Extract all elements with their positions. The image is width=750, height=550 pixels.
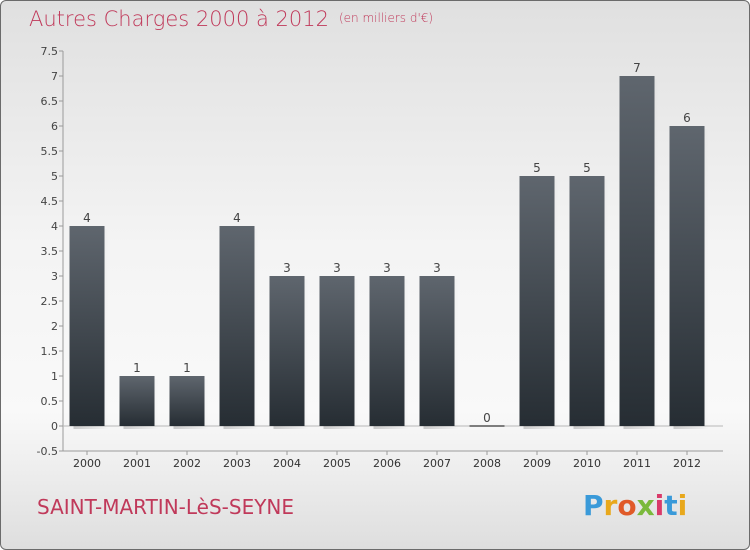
x-tick-label: 2002: [173, 457, 201, 470]
x-tick-label: 2010: [573, 457, 601, 470]
data-label: 5: [583, 161, 591, 175]
data-label: 4: [233, 211, 241, 225]
data-label: 1: [183, 361, 191, 375]
chart-subtitle: (en milliers d'€): [338, 11, 434, 25]
data-label: 3: [333, 261, 341, 275]
y-tick-label: 7: [51, 70, 58, 83]
x-tick-label: 2001: [123, 457, 151, 470]
y-tick-label: 3: [51, 270, 58, 283]
chart-title: Autres Charges 2000 à 2012 (en milliers d…: [29, 7, 433, 31]
y-tick-label: 5.5: [41, 145, 59, 158]
x-tick-label: 2005: [323, 457, 351, 470]
bar: [569, 176, 605, 426]
bar: [519, 176, 555, 426]
x-tick-label: 2003: [223, 457, 251, 470]
logo-letter: i: [677, 489, 688, 522]
y-tick-label: 6: [51, 120, 58, 133]
proxiti-logo[interactable]: Proxiti: [583, 489, 687, 522]
x-tick-label: 2012: [673, 457, 701, 470]
y-tick-label: 4.5: [41, 195, 59, 208]
logo-letter: P: [583, 489, 604, 522]
y-tick-label: 7.5: [41, 45, 59, 58]
y-tick-label: 6.5: [41, 95, 59, 108]
data-label: 3: [383, 261, 391, 275]
y-tick-label: 1.5: [41, 345, 59, 358]
y-tick-label: -0.5: [37, 445, 58, 458]
logo-letter: r: [603, 489, 618, 522]
town-name: SAINT-MARTIN-LèS-SEYNE: [37, 495, 295, 519]
logo-letter: i: [654, 489, 665, 522]
y-tick-label: 0.5: [41, 395, 59, 408]
chart-title-text: Autres Charges 2000 à 2012: [29, 7, 329, 31]
logo-letter: o: [617, 489, 637, 522]
logo-letter: x: [636, 489, 655, 522]
y-tick-label: 1: [51, 370, 58, 383]
y-tick-label: 3.5: [41, 245, 59, 258]
bar: [119, 376, 155, 426]
x-tick-label: 2004: [273, 457, 301, 470]
y-tick-label: 2: [51, 320, 58, 333]
y-tick-label: 0: [51, 420, 58, 433]
bar: [319, 276, 355, 426]
x-tick-label: 2006: [373, 457, 401, 470]
data-label: 3: [433, 261, 441, 275]
bar: [669, 126, 705, 426]
x-tick-label: 2000: [73, 457, 101, 470]
logo-letter: t: [664, 489, 678, 522]
data-label: 7: [633, 61, 641, 75]
bar: [419, 276, 455, 426]
x-tick-label: 2011: [623, 457, 651, 470]
y-tick-label: 2.5: [41, 295, 59, 308]
data-label: 0: [483, 411, 491, 425]
bar: [619, 76, 655, 426]
bar: [69, 226, 105, 426]
bar: [169, 376, 205, 426]
x-tick-label: 2009: [523, 457, 551, 470]
data-label: 1: [133, 361, 141, 375]
bar: [369, 276, 405, 426]
bar: [219, 226, 255, 426]
data-label: 5: [533, 161, 541, 175]
data-label: 4: [83, 211, 91, 225]
x-tick-label: 2007: [423, 457, 451, 470]
y-tick-label: 4: [51, 220, 58, 233]
bar: [269, 276, 305, 426]
data-label: 3: [283, 261, 291, 275]
data-label: 6: [683, 111, 691, 125]
y-tick-label: 5: [51, 170, 58, 183]
x-tick-label: 2008: [473, 457, 501, 470]
